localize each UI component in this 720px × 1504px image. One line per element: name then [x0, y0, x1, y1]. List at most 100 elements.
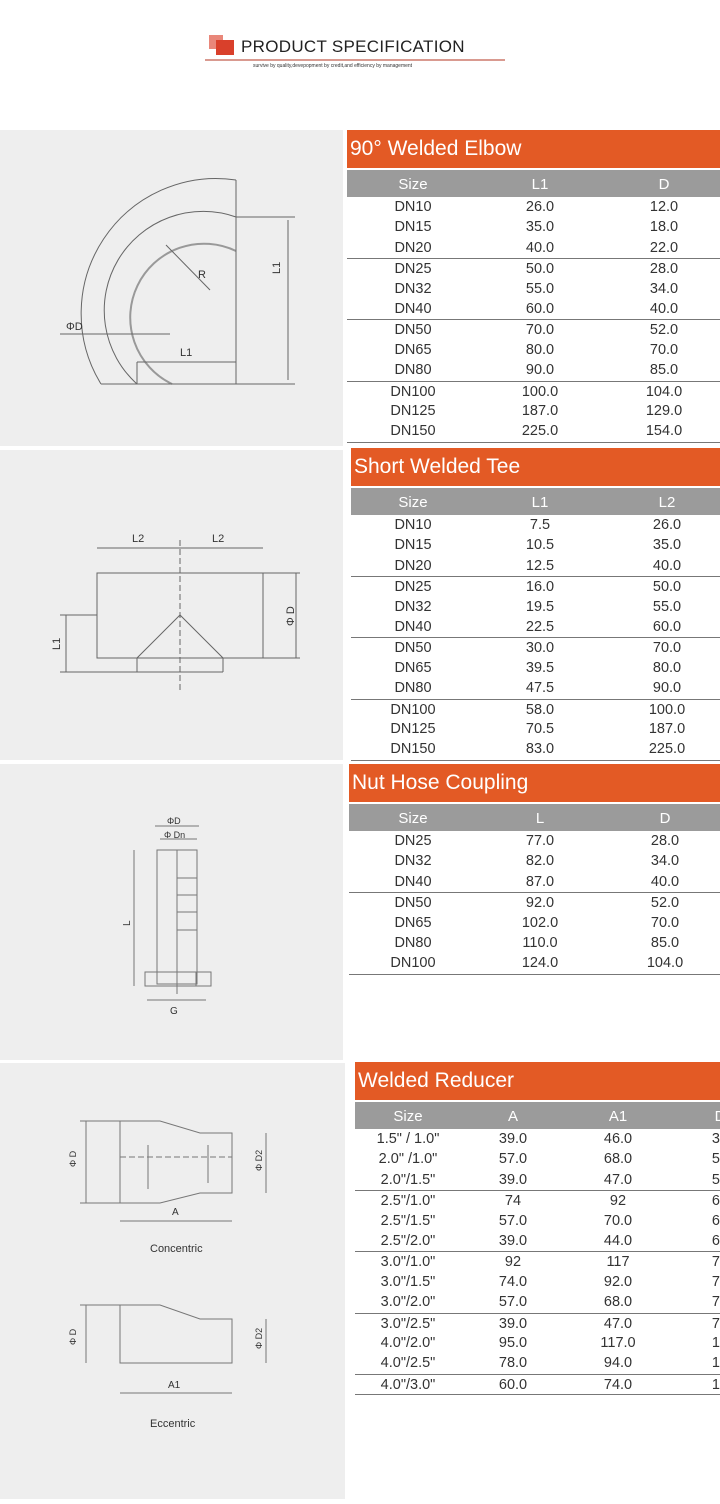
table-cell: 60.0: [498, 1376, 528, 1393]
column-header: Size: [398, 176, 428, 193]
column-header: L1: [531, 176, 549, 193]
elbow-r-label: R: [198, 269, 206, 281]
table-cell: DN20: [394, 239, 432, 256]
page-header: PRODUCT SPECIFICATION survive by quality…: [205, 33, 505, 78]
table-cell: 187.0: [648, 720, 686, 737]
table-cell: 18.0: [649, 219, 679, 236]
elbow-table: 90° Welded Elbow Size L1 D DN10 26.0 12.0 DN15 3…: [347, 130, 720, 443]
table-row: DN25 50.0 28.0: [347, 258, 720, 278]
table-cell: 94.0: [603, 1355, 633, 1372]
table-cell: 60.0: [525, 300, 555, 317]
table-cell: 22.5: [525, 618, 555, 635]
table-cell: 10: [711, 1334, 720, 1351]
table-cell: 110.0: [522, 934, 558, 951]
page-subtitle: survive by quality,devepopment by credit…: [253, 63, 413, 69]
table-cell: 70.5: [525, 720, 555, 737]
table-cell: 76: [711, 1294, 720, 1311]
elbow-l1-label: L1: [180, 347, 192, 359]
table-cell: 16.0: [525, 579, 555, 596]
concentric-caption: Concentric: [150, 1243, 203, 1255]
tee-l1-label: L1: [51, 638, 63, 650]
table-cell: 47.0: [603, 1315, 633, 1332]
table-row: 2.5"/1.5" 57.0 70.0 63: [355, 1211, 720, 1231]
table-row: DN20 40.0 22.0: [347, 238, 720, 258]
reducer-d2-label: Φ D2: [254, 1150, 264, 1171]
table-cell: 225.0: [521, 423, 559, 440]
table-cell: 100.0: [521, 383, 559, 400]
table-row: DN50 92.0 52.0: [349, 892, 720, 912]
table-row: 4.0"/2.0" 95.0 117.0 10: [355, 1333, 720, 1353]
table-cell: 34.0: [650, 853, 680, 870]
table-cell: 76: [711, 1254, 720, 1271]
table-cell: DN65: [394, 659, 432, 676]
table-cell: 50: [711, 1171, 720, 1188]
table-cell: 47.0: [603, 1171, 633, 1188]
table-cell: 40.0: [652, 557, 682, 574]
table-cell: 60.0: [652, 618, 682, 635]
table-cell: DN15: [394, 537, 432, 554]
table-cell: 26.0: [652, 517, 682, 533]
table-row: DN50 70.0 52.0: [347, 319, 720, 339]
table-cell: DN125: [390, 720, 436, 737]
table-cell: DN25: [394, 261, 432, 278]
reducer-eccentric-d2-label: Φ D2: [254, 1328, 264, 1349]
table-cell: DN65: [394, 914, 432, 931]
table-cell: 58.0: [525, 701, 555, 718]
table-cell: 3.0"/1.0": [380, 1254, 436, 1271]
table-cell: 57.0: [498, 1294, 528, 1311]
table-cell: 124.0: [521, 955, 559, 972]
column-header: Size: [398, 810, 428, 827]
table-cell: 47.5: [525, 680, 555, 697]
table-cell: DN25: [394, 833, 432, 849]
reducer-diagram-panel: Φ D Φ D2 A Φ D Φ D2 A1 Concentric Eccent…: [0, 1063, 345, 1499]
table-cell: 90.0: [525, 362, 555, 379]
table-cell: 4.0"/3.0": [380, 1376, 436, 1393]
table-row: DN65 80.0 70.0: [347, 340, 720, 360]
table-cell: DN50: [394, 895, 432, 912]
table-row: DN15 35.0 18.0: [347, 217, 720, 237]
table-cell: 28.0: [649, 261, 679, 278]
table-cell: DN32: [394, 280, 432, 297]
table-row: DN40 60.0 40.0: [347, 299, 720, 319]
table-cell: 104.0: [646, 955, 684, 972]
table-cell: 90.0: [652, 680, 682, 697]
table-row: DN32 55.0 34.0: [347, 279, 720, 299]
table-cell: 40.0: [525, 239, 555, 256]
table-cell: 10: [711, 1376, 720, 1393]
tee-d-label: Φ D: [285, 606, 297, 626]
table-row: DN25 77.0 28.0: [349, 831, 720, 851]
table-cell: 129.0: [645, 402, 683, 419]
table-cell: 50.0: [652, 579, 682, 596]
table-cell: DN10: [394, 199, 432, 215]
table-cell: 68.0: [603, 1151, 633, 1168]
table-cell: 76: [711, 1273, 720, 1290]
tee-drawing: L2 L2 L1 Φ D: [51, 533, 300, 690]
table-cell: 82.0: [525, 853, 555, 870]
table-header-row: Size L1 D: [347, 168, 720, 197]
table-cell: 117: [606, 1254, 630, 1271]
tee-table: Short Welded Tee Size L1 L2 DN10 7.5 26.0 DN15 1…: [351, 448, 720, 761]
table-cell: 19.5: [525, 598, 555, 615]
table-cell: DN40: [394, 300, 432, 317]
table-row: DN80 47.5 90.0: [351, 678, 720, 698]
table-cell: 35.0: [525, 219, 555, 236]
table-cell: 74.0: [498, 1273, 528, 1290]
table-row: 2.5"/1.0" 74 92 63: [355, 1190, 720, 1210]
table-cell: 3.0"/1.5": [380, 1273, 436, 1290]
table-cell: 35.0: [652, 537, 682, 554]
table-cell: 70.0: [525, 322, 555, 339]
table-row: DN80 110.0 85.0: [349, 933, 720, 953]
table-cell: 1.5" / 1.0": [376, 1131, 440, 1147]
table-cell: 40.0: [650, 873, 680, 890]
table-cell: DN100: [390, 955, 436, 972]
table-row: 2.5"/2.0" 39.0 44.0 63: [355, 1231, 720, 1251]
table-cell: 2.0"/1.5": [380, 1171, 436, 1188]
table-cell: 44.0: [603, 1232, 633, 1249]
reducer-a-label: A: [172, 1207, 179, 1218]
elbow-l1-vertical-label: L1: [271, 262, 283, 274]
table-cell: DN25: [394, 579, 432, 596]
table-bottom-rule: [355, 1394, 720, 1396]
table-cell: DN32: [394, 853, 432, 870]
column-header: D: [659, 810, 671, 827]
table-row: DN100 124.0 104.0: [349, 953, 720, 973]
